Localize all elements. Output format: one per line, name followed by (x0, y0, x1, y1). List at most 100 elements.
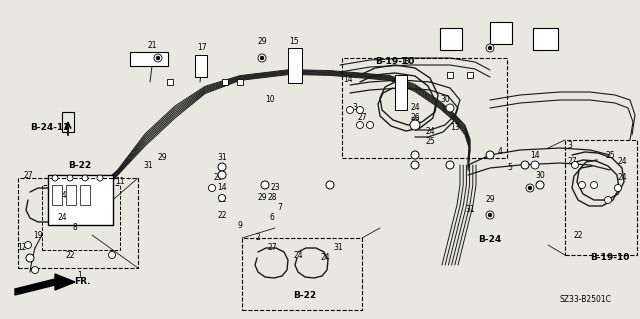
Bar (195, 55, 207, 77)
Text: 13: 13 (450, 123, 460, 132)
Bar (42, 185, 120, 250)
Text: 27: 27 (357, 114, 367, 122)
Text: 24: 24 (57, 213, 67, 222)
Text: 5: 5 (508, 164, 513, 173)
Text: 3: 3 (353, 103, 357, 113)
Circle shape (82, 175, 88, 181)
Text: 22: 22 (573, 231, 583, 240)
Circle shape (446, 104, 454, 112)
Text: 17: 17 (197, 43, 207, 53)
Text: 31: 31 (143, 160, 153, 169)
Text: 2: 2 (255, 234, 260, 242)
Circle shape (367, 122, 374, 129)
Circle shape (579, 182, 586, 189)
Text: 27: 27 (267, 243, 277, 253)
Circle shape (356, 122, 364, 129)
Text: 16: 16 (533, 31, 543, 40)
Circle shape (218, 195, 225, 202)
Circle shape (488, 213, 492, 217)
Circle shape (356, 107, 364, 114)
Bar (288, 48, 302, 83)
Bar (52, 185, 62, 205)
Circle shape (591, 182, 598, 189)
Circle shape (605, 197, 611, 204)
Bar (342, 58, 507, 158)
Circle shape (446, 161, 454, 169)
Circle shape (109, 251, 115, 258)
Text: 21: 21 (147, 41, 157, 49)
Circle shape (209, 184, 216, 191)
Text: B-19-10: B-19-10 (590, 254, 630, 263)
Text: FR.: FR. (74, 278, 90, 286)
Text: 24: 24 (57, 190, 67, 199)
Text: 29: 29 (257, 38, 267, 47)
Bar (395, 75, 407, 110)
Text: B-24: B-24 (478, 235, 502, 244)
Text: 25: 25 (605, 151, 615, 160)
Text: 30: 30 (440, 95, 450, 105)
Circle shape (67, 175, 73, 181)
Text: 27: 27 (23, 170, 33, 180)
Text: 1: 1 (77, 271, 83, 279)
Text: B-19-10: B-19-10 (375, 57, 415, 66)
Circle shape (52, 175, 58, 181)
Circle shape (531, 161, 539, 169)
Text: 28: 28 (268, 194, 276, 203)
Circle shape (536, 181, 544, 189)
Text: 8: 8 (72, 224, 77, 233)
Circle shape (326, 181, 334, 189)
Text: 24: 24 (425, 128, 435, 137)
Circle shape (31, 266, 38, 273)
Circle shape (486, 44, 494, 52)
Text: 24: 24 (293, 250, 303, 259)
Bar (66, 185, 76, 205)
Circle shape (486, 151, 494, 159)
Bar (467, 72, 473, 78)
Text: B-22: B-22 (293, 291, 317, 300)
Text: 9: 9 (237, 220, 243, 229)
Text: 16: 16 (490, 24, 500, 33)
Text: 22: 22 (410, 117, 420, 127)
Circle shape (411, 161, 419, 169)
Circle shape (410, 120, 420, 130)
Text: 11: 11 (115, 177, 125, 187)
Circle shape (258, 54, 266, 62)
Circle shape (346, 107, 353, 114)
Text: 29: 29 (157, 153, 167, 162)
Circle shape (218, 171, 226, 179)
Text: 7: 7 (278, 204, 282, 212)
Text: 24: 24 (410, 103, 420, 113)
Text: 24: 24 (320, 254, 330, 263)
Text: 15: 15 (289, 38, 299, 47)
Text: 18: 18 (400, 57, 410, 66)
Circle shape (260, 56, 264, 60)
Circle shape (528, 186, 532, 190)
Bar (242, 238, 362, 310)
Text: 29: 29 (257, 194, 267, 203)
Bar (130, 52, 168, 66)
Text: 26: 26 (410, 114, 420, 122)
Text: 14: 14 (343, 76, 353, 85)
Bar (490, 22, 512, 44)
Text: 3: 3 (568, 140, 572, 150)
Circle shape (154, 54, 162, 62)
Text: 23: 23 (270, 183, 280, 192)
Text: 27: 27 (567, 158, 577, 167)
Bar (167, 79, 173, 85)
Text: 24: 24 (617, 174, 627, 182)
Text: 4: 4 (497, 147, 502, 157)
Bar (222, 79, 228, 85)
Text: 14: 14 (217, 183, 227, 192)
Bar (237, 79, 243, 85)
Polygon shape (15, 274, 75, 295)
Text: 6: 6 (269, 213, 275, 222)
Text: 14: 14 (530, 151, 540, 160)
Text: 22: 22 (65, 250, 75, 259)
Text: 16: 16 (447, 31, 457, 40)
Bar (62, 112, 74, 132)
Text: 25: 25 (425, 137, 435, 146)
Circle shape (26, 254, 34, 262)
Circle shape (488, 46, 492, 50)
Text: 10: 10 (265, 95, 275, 105)
Text: 29: 29 (485, 196, 495, 204)
